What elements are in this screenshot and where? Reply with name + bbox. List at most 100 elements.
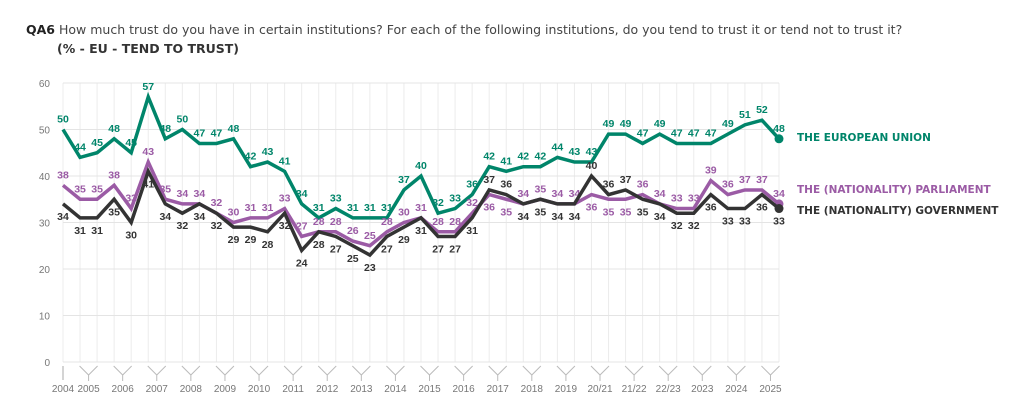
data-label: 32 bbox=[671, 220, 683, 232]
x-tick-label: 2023 bbox=[691, 384, 714, 395]
x-tick-mark bbox=[522, 365, 542, 381]
data-label: 27 bbox=[330, 243, 342, 255]
data-label: 31 bbox=[347, 202, 359, 214]
data-label: 43 bbox=[142, 146, 154, 158]
data-label: 42 bbox=[517, 151, 529, 163]
data-label: 50 bbox=[176, 114, 188, 126]
data-label: 57 bbox=[142, 81, 154, 93]
data-label: 34 bbox=[159, 211, 171, 223]
data-label: 34 bbox=[517, 188, 529, 200]
data-label: 38 bbox=[108, 169, 120, 181]
data-label: 27 bbox=[449, 243, 461, 255]
data-label: 40 bbox=[586, 160, 598, 172]
data-label: 49 bbox=[620, 118, 632, 130]
x-tick-mark bbox=[351, 365, 371, 381]
question-code: QA6 bbox=[26, 22, 55, 37]
data-label: 35 bbox=[620, 206, 632, 218]
data-label: 32 bbox=[279, 220, 291, 232]
legend-label-the-european-union: THE EUROPEAN UNION bbox=[797, 132, 931, 144]
data-label: 47 bbox=[671, 127, 683, 139]
data-label: 31 bbox=[245, 202, 257, 214]
y-tick-label: 20 bbox=[39, 265, 51, 276]
data-label: 28 bbox=[432, 216, 444, 228]
x-tick-label: 2008 bbox=[180, 384, 203, 395]
data-label: 33 bbox=[330, 193, 342, 205]
x-tick-label: 2019 bbox=[555, 384, 578, 395]
data-label: 30 bbox=[398, 207, 410, 219]
data-label: 34 bbox=[176, 188, 188, 200]
data-label: 48 bbox=[159, 123, 171, 135]
data-label: 33 bbox=[688, 193, 700, 205]
data-label: 37 bbox=[398, 174, 410, 186]
x-tick-label: 22/23 bbox=[656, 384, 681, 395]
data-label: 32 bbox=[466, 197, 478, 209]
question-text: How much trust do you have in certain in… bbox=[58, 22, 903, 37]
x-tick-label: 2006 bbox=[112, 384, 135, 395]
data-label: 30 bbox=[228, 207, 240, 219]
data-label: 27 bbox=[296, 220, 308, 232]
data-label: 36 bbox=[756, 202, 768, 214]
legend-label-the-nationality-parliament: THE (NATIONALITY) PARLIAMENT bbox=[797, 184, 991, 196]
data-label: 33 bbox=[671, 193, 683, 205]
data-label: 37 bbox=[620, 174, 632, 186]
x-tick-label: 2011 bbox=[282, 384, 304, 395]
data-label: 31 bbox=[415, 225, 427, 237]
data-label: 31 bbox=[313, 202, 325, 214]
data-label: 35 bbox=[534, 183, 546, 195]
data-label: 35 bbox=[159, 183, 171, 195]
data-label: 34 bbox=[517, 211, 529, 223]
data-label: 47 bbox=[194, 127, 206, 139]
data-label: 49 bbox=[654, 118, 666, 130]
data-label: 31 bbox=[381, 202, 393, 214]
data-label: 36 bbox=[500, 179, 512, 191]
x-tick-mark bbox=[658, 365, 678, 381]
data-label: 37 bbox=[756, 174, 768, 186]
data-label: 36 bbox=[722, 179, 734, 191]
x-tick-mark bbox=[420, 365, 439, 381]
data-label: 35 bbox=[534, 206, 546, 218]
data-label: 36 bbox=[586, 202, 598, 214]
x-tick-mark bbox=[113, 365, 133, 381]
data-label: 35 bbox=[500, 206, 512, 218]
data-label: 29 bbox=[245, 234, 257, 246]
data-label: 47 bbox=[705, 127, 717, 139]
data-label: 49 bbox=[603, 118, 615, 130]
series-line-the-nationality-government bbox=[61, 166, 781, 258]
data-label: 35 bbox=[637, 206, 649, 218]
data-label: 47 bbox=[637, 127, 649, 139]
x-tick-label: 2009 bbox=[214, 384, 237, 395]
data-label: 35 bbox=[108, 206, 120, 218]
data-label: 48 bbox=[108, 123, 120, 135]
data-label: 32 bbox=[176, 220, 188, 232]
x-tick-label: 21/22 bbox=[622, 384, 647, 395]
x-tick-mark bbox=[249, 365, 269, 381]
data-label: 38 bbox=[57, 169, 69, 181]
data-label: 28 bbox=[313, 216, 325, 228]
data-label: 37 bbox=[739, 174, 751, 186]
data-label: 41 bbox=[142, 178, 154, 190]
x-tick-label: 2013 bbox=[350, 384, 373, 395]
data-label: 34 bbox=[773, 188, 785, 200]
data-label: 33 bbox=[125, 193, 137, 205]
data-label: 34 bbox=[194, 188, 206, 200]
data-label: 34 bbox=[552, 211, 564, 223]
data-label: 35 bbox=[603, 206, 615, 218]
data-label: 34 bbox=[296, 188, 308, 200]
x-tick-label: 2005 bbox=[77, 384, 100, 395]
data-label: 28 bbox=[330, 216, 342, 228]
data-label: 33 bbox=[449, 193, 461, 205]
x-tick-label: 2018 bbox=[521, 384, 544, 395]
data-label: 27 bbox=[381, 243, 393, 255]
y-tick-label: 60 bbox=[39, 79, 51, 90]
x-tick-mark bbox=[215, 365, 235, 381]
x-tick-label: 2012 bbox=[316, 384, 339, 395]
x-tick-mark bbox=[317, 365, 337, 381]
x-tick-label: 2016 bbox=[452, 384, 475, 395]
data-label: 43 bbox=[262, 146, 274, 158]
data-label: 23 bbox=[364, 262, 376, 274]
data-label: 33 bbox=[773, 216, 785, 228]
data-label: 33 bbox=[722, 216, 734, 228]
data-label: 50 bbox=[57, 114, 69, 126]
series-end-marker-the-nationality-government bbox=[774, 204, 784, 214]
